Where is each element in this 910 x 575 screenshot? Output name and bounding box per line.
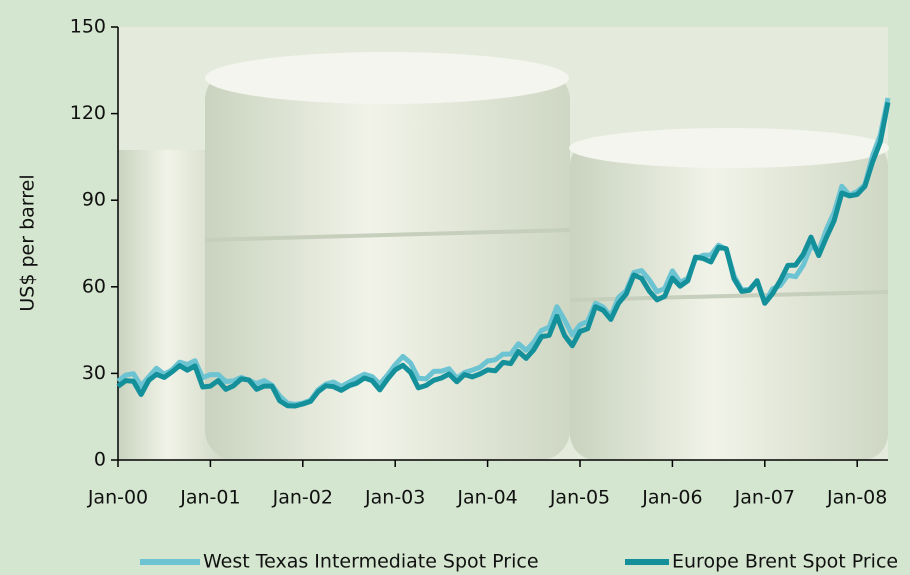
x-tick-label: Jan-06 [641, 487, 702, 509]
x-tick-label: Jan-05 [549, 487, 610, 509]
x-tick-label: Jan-03 [364, 487, 425, 509]
background-photo [118, 27, 889, 460]
legend-label: West Texas Intermediate Spot Price [203, 551, 539, 573]
series-line [116, 101, 891, 409]
y-tick-label: 120 [70, 102, 106, 124]
x-tick-label: Jan-08 [826, 487, 887, 509]
y-tick-label: 0 [94, 449, 106, 471]
y-tick-label: 60 [82, 275, 106, 297]
y-axis-label: US$ per barrel [17, 174, 39, 311]
y-tick-label: 150 [70, 16, 106, 38]
y-tick-label: 90 [82, 189, 106, 211]
x-tick-label: Jan-01 [179, 487, 240, 509]
x-tick-label: Jan-00 [87, 487, 148, 509]
y-tick-label: 30 [82, 362, 106, 384]
legend-label: Europe Brent Spot Price [672, 551, 898, 573]
x-tick-label: Jan-07 [734, 487, 795, 509]
x-tick-label: Jan-02 [272, 487, 333, 509]
x-tick-label: Jan-04 [456, 487, 517, 509]
